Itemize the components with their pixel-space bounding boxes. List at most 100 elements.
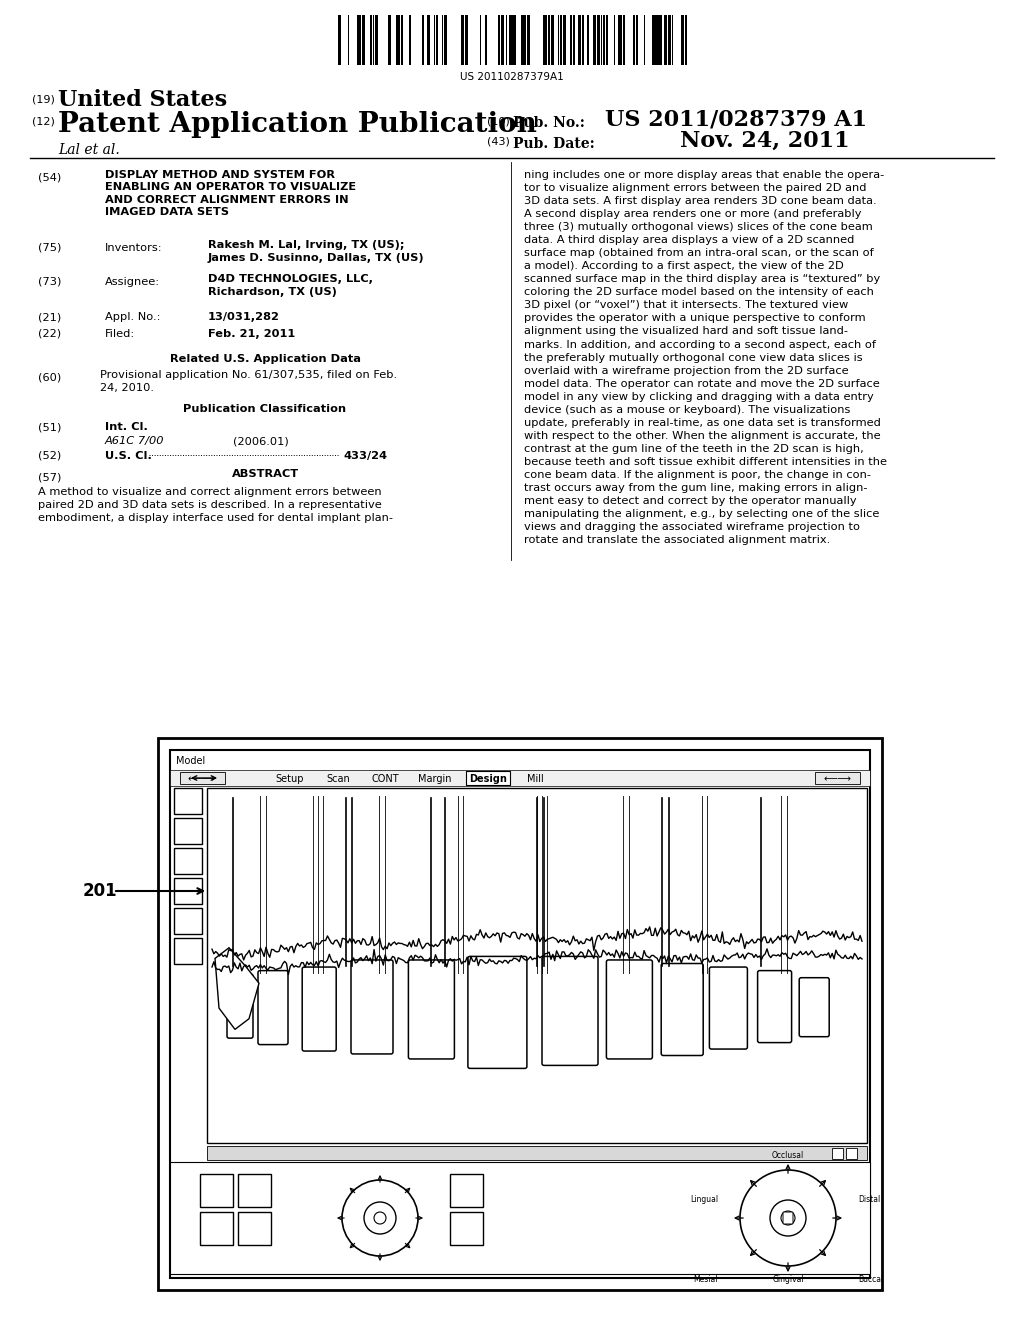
Text: Appl. No.:: Appl. No.:: [105, 312, 161, 322]
Text: Related U.S. Application Data: Related U.S. Application Data: [170, 354, 360, 364]
Circle shape: [740, 1170, 836, 1266]
FancyBboxPatch shape: [758, 970, 792, 1043]
Text: Buccal: Buccal: [858, 1275, 884, 1284]
FancyBboxPatch shape: [258, 970, 288, 1044]
Text: (60): (60): [38, 372, 61, 381]
FancyBboxPatch shape: [606, 960, 652, 1059]
Text: (43): (43): [487, 137, 510, 147]
Text: Lal et al.: Lal et al.: [58, 143, 120, 157]
Text: 13/031,282: 13/031,282: [208, 312, 280, 322]
FancyBboxPatch shape: [409, 960, 455, 1059]
Bar: [544, 15, 547, 65]
Bar: [410, 15, 411, 65]
Text: (12): (12): [32, 116, 55, 125]
Circle shape: [364, 1203, 396, 1234]
Bar: [238, 1212, 271, 1245]
Text: (54): (54): [38, 173, 61, 183]
Text: Scan: Scan: [326, 774, 350, 784]
Bar: [558, 15, 559, 65]
Text: Provisional application No. 61/307,535, filed on Feb.
24, 2010.: Provisional application No. 61/307,535, …: [100, 370, 397, 393]
Bar: [669, 15, 671, 65]
Text: Feb. 21, 2011: Feb. 21, 2011: [208, 329, 295, 339]
Bar: [465, 15, 467, 65]
Bar: [583, 15, 584, 65]
Bar: [659, 15, 663, 65]
Bar: [563, 15, 566, 65]
Bar: [570, 15, 572, 65]
Text: Filed:: Filed:: [105, 329, 135, 339]
Text: CONT: CONT: [371, 774, 398, 784]
FancyBboxPatch shape: [710, 968, 748, 1049]
Bar: [597, 15, 600, 65]
Text: Pub. No.:: Pub. No.:: [513, 116, 585, 129]
Bar: [587, 15, 589, 65]
Bar: [401, 15, 402, 65]
Text: ning includes one or more display areas that enable the opera-
tor to visualize : ning includes one or more display areas …: [524, 170, 887, 545]
Bar: [422, 15, 424, 65]
Bar: [174, 818, 202, 843]
Text: D4D TECHNOLOGIES, LLC,
Richardson, TX (US): D4D TECHNOLOGIES, LLC, Richardson, TX (U…: [208, 275, 373, 297]
Bar: [398, 15, 400, 65]
Bar: [375, 15, 379, 65]
Text: (57): (57): [38, 473, 61, 482]
Bar: [396, 15, 397, 65]
FancyBboxPatch shape: [783, 1212, 793, 1224]
FancyBboxPatch shape: [468, 957, 527, 1068]
Text: Margin: Margin: [418, 774, 452, 784]
Bar: [501, 15, 503, 65]
Circle shape: [374, 1212, 386, 1224]
Bar: [174, 847, 202, 874]
Bar: [831, 1147, 843, 1159]
Circle shape: [770, 1200, 806, 1236]
Bar: [512, 15, 516, 65]
Text: Pub. Date:: Pub. Date:: [513, 137, 595, 150]
Bar: [636, 15, 638, 65]
Text: (10): (10): [487, 116, 510, 125]
Bar: [506, 15, 507, 65]
FancyBboxPatch shape: [227, 974, 253, 1038]
FancyBboxPatch shape: [351, 960, 393, 1053]
Text: US 2011/0287379 A1: US 2011/0287379 A1: [605, 110, 867, 131]
Bar: [207, 788, 867, 1143]
Text: ABSTRACT: ABSTRACT: [231, 469, 299, 479]
Bar: [521, 15, 522, 65]
Bar: [498, 15, 500, 65]
Bar: [579, 15, 582, 65]
Circle shape: [781, 1210, 795, 1225]
Bar: [238, 1173, 271, 1206]
Bar: [523, 15, 526, 65]
Text: Design: Design: [469, 774, 507, 784]
Bar: [664, 15, 667, 65]
Bar: [450, 1212, 483, 1245]
Bar: [370, 15, 372, 65]
FancyBboxPatch shape: [542, 957, 598, 1065]
Bar: [388, 15, 391, 65]
Bar: [158, 738, 882, 1290]
Bar: [509, 15, 512, 65]
Bar: [614, 15, 615, 65]
Bar: [618, 15, 621, 65]
FancyBboxPatch shape: [302, 968, 336, 1051]
Bar: [444, 15, 446, 65]
Bar: [361, 15, 365, 65]
Text: DISPLAY METHOD AND SYSTEM FOR
ENABLING AN OPERATOR TO VISUALIZE
AND CORRECT ALIG: DISPLAY METHOD AND SYSTEM FOR ENABLING A…: [105, 170, 356, 218]
Bar: [180, 772, 225, 784]
Circle shape: [342, 1180, 418, 1257]
Bar: [644, 15, 645, 65]
Bar: [338, 15, 341, 65]
Bar: [846, 1147, 857, 1159]
Bar: [681, 15, 684, 65]
Bar: [435, 15, 438, 65]
Bar: [655, 15, 658, 65]
Bar: [170, 770, 870, 785]
Bar: [174, 939, 202, 964]
Text: (52): (52): [38, 451, 61, 461]
Bar: [174, 788, 202, 814]
Text: U.S. Cl.: U.S. Cl.: [105, 451, 152, 461]
Bar: [623, 15, 626, 65]
Text: Rakesh M. Lal, Irving, TX (US);
James D. Susinno, Dallas, TX (US): Rakesh M. Lal, Irving, TX (US); James D.…: [208, 240, 425, 263]
Text: Patent Application Publication: Patent Application Publication: [58, 111, 537, 139]
Bar: [560, 15, 562, 65]
Text: ⟵⟶: ⟵⟶: [188, 774, 216, 784]
Text: (21): (21): [38, 312, 61, 322]
